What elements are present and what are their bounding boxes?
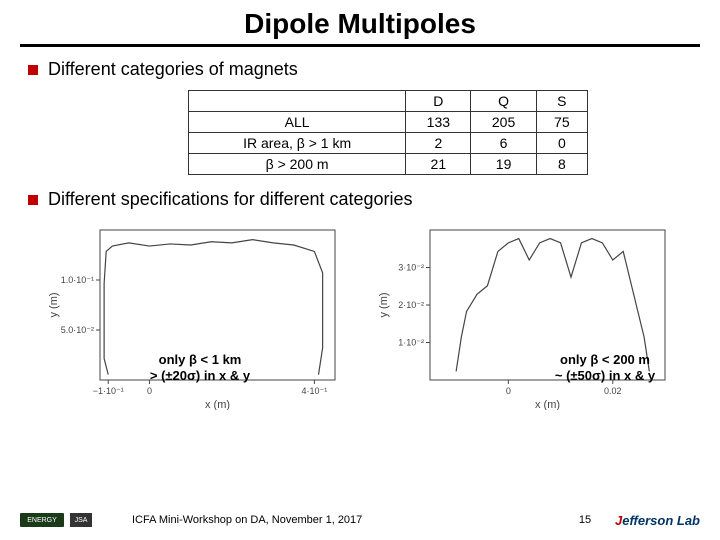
magnet-table: D Q S ALL 133 205 75 IR area, β > 1 km 2… xyxy=(188,90,588,175)
bullet-icon xyxy=(28,65,38,75)
cap-r1: only β < 200 m xyxy=(560,352,650,367)
table-header-row: D Q S xyxy=(189,91,588,112)
chart-left: 5.0·10⁻² 1.0·10⁻¹ −1·10⁻¹ 0 4·10⁻¹ x (m) y (m)… xyxy=(45,220,345,415)
svg-text:4·10⁻¹: 4·10⁻¹ xyxy=(302,386,328,396)
bullet-icon xyxy=(28,195,38,205)
table-header-s: S xyxy=(536,91,587,112)
cap-l1: only β < 1 km xyxy=(159,352,242,367)
cell: 19 xyxy=(471,154,536,175)
cell: 21 xyxy=(406,154,471,175)
row-label: ALL xyxy=(189,112,406,133)
svg-text:x (m): x (m) xyxy=(535,399,560,410)
table-row: IR area, β > 1 km 2 6 0 xyxy=(189,133,588,154)
row-label: β > 200 m xyxy=(189,154,406,175)
page-number: 15 xyxy=(555,514,615,526)
chart-right-caption: only β < 200 m ~ (±50σ) in x & y xyxy=(535,352,675,383)
bullet-2-text: Different specifications for different c… xyxy=(48,189,413,210)
svg-text:0: 0 xyxy=(147,386,152,396)
jsa-logo: JSA xyxy=(70,513,92,527)
cell: 2 xyxy=(406,133,471,154)
cap-r2: ~ (±50σ) in x & y xyxy=(555,368,655,383)
svg-text:0: 0 xyxy=(506,386,511,396)
svg-text:2·10⁻²: 2·10⁻² xyxy=(398,300,424,310)
energy-logo: ENERGY xyxy=(20,513,64,527)
footer: ENERGY JSA ICFA Mini-Workshop on DA, Nov… xyxy=(0,506,720,534)
svg-text:y (m): y (m) xyxy=(378,292,390,317)
cell: 205 xyxy=(471,112,536,133)
cell: 133 xyxy=(406,112,471,133)
footer-text: ICFA Mini-Workshop on DA, November 1, 20… xyxy=(92,514,555,526)
jlab-logo: Jefferson Lab xyxy=(615,513,720,528)
table-header-empty xyxy=(189,91,406,112)
svg-text:5.0·10⁻²: 5.0·10⁻² xyxy=(61,325,94,335)
svg-text:0.02: 0.02 xyxy=(604,386,622,396)
row-label: IR area, β > 1 km xyxy=(189,133,406,154)
cell: 8 xyxy=(536,154,587,175)
cell: 6 xyxy=(471,133,536,154)
cap-l2: > (±20σ) in x & y xyxy=(150,368,250,383)
table-row: β > 200 m 21 19 8 xyxy=(189,154,588,175)
footer-left-logos: ENERGY JSA xyxy=(0,513,92,527)
bullet-1: Different categories of magnets xyxy=(28,59,692,80)
slide-title: Dipole Multipoles xyxy=(0,8,720,40)
table-header-d: D xyxy=(406,91,471,112)
bullet-1-text: Different categories of magnets xyxy=(48,59,298,80)
svg-text:1.0·10⁻¹: 1.0·10⁻¹ xyxy=(61,275,94,285)
cell: 75 xyxy=(536,112,587,133)
chart-left-caption: only β < 1 km > (±20σ) in x & y xyxy=(130,352,270,383)
chart-right: 1·10⁻² 2·10⁻² 3·10⁻² 0 0.02 x (m) y (m) only β… xyxy=(375,220,675,415)
svg-text:y (m): y (m) xyxy=(48,292,60,317)
svg-text:1·10⁻²: 1·10⁻² xyxy=(398,338,424,348)
svg-text:−1·10⁻¹: −1·10⁻¹ xyxy=(93,386,124,396)
bullet-2: Different specifications for different c… xyxy=(28,189,692,210)
svg-text:x (m): x (m) xyxy=(205,399,230,410)
table-row: ALL 133 205 75 xyxy=(189,112,588,133)
cell: 0 xyxy=(536,133,587,154)
table-header-q: Q xyxy=(471,91,536,112)
svg-text:3·10⁻²: 3·10⁻² xyxy=(398,263,424,273)
